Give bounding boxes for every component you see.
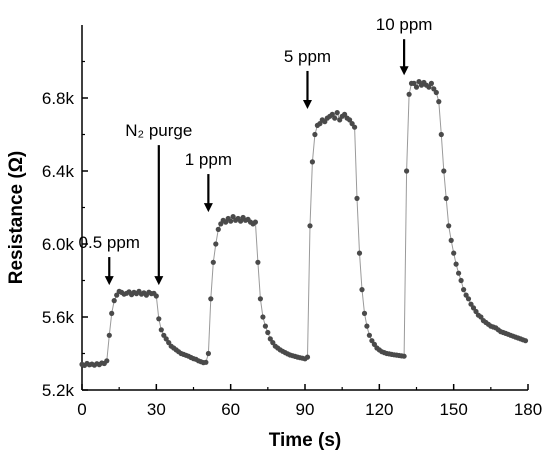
data-point: [252, 219, 258, 225]
data-point: [441, 168, 447, 174]
data-point: [104, 358, 110, 364]
data-point: [228, 218, 234, 224]
y-tick-label: 6.0k: [42, 235, 75, 254]
data-point: [438, 131, 444, 138]
annotation-label: 0.5 ppm: [79, 233, 140, 252]
x-tick-label: 90: [296, 400, 315, 419]
data-point: [369, 338, 375, 344]
x-axis-title: Time (s): [269, 430, 342, 451]
data-point: [404, 168, 410, 174]
data-point: [106, 332, 112, 338]
x-tick-label: 0: [77, 400, 86, 419]
data-point: [361, 310, 368, 316]
annotation-label: N₂ purge: [125, 121, 192, 140]
data-point: [158, 327, 164, 333]
data-point: [329, 111, 335, 117]
data-point: [262, 323, 268, 329]
data-point: [342, 111, 348, 117]
data-point: [411, 80, 417, 86]
data-point: [522, 338, 529, 344]
data-point: [332, 115, 338, 121]
data-point: [111, 298, 117, 304]
data-point: [260, 314, 266, 320]
data-point: [312, 131, 318, 138]
data-point: [347, 117, 353, 123]
x-tick-label: 60: [221, 400, 240, 419]
data-point: [456, 270, 462, 276]
x-tick-label: 180: [514, 400, 542, 419]
y-tick-label: 5.6k: [42, 308, 75, 327]
data-point: [453, 261, 459, 267]
data-point: [230, 214, 236, 220]
data-point: [255, 259, 261, 265]
data-point: [366, 332, 372, 338]
data-point: [446, 223, 452, 229]
y-tick-label: 6.8k: [42, 89, 75, 108]
data-point: [473, 308, 479, 315]
data-point: [317, 121, 323, 127]
x-tick-label: 30: [147, 400, 166, 419]
data-series: [79, 79, 529, 368]
data-point: [352, 124, 358, 130]
annotation-arrow-head: [154, 276, 164, 286]
annotation-label: 5 ppm: [284, 47, 331, 66]
data-point: [304, 354, 311, 360]
x-tick-label: 120: [365, 400, 393, 419]
data-point: [109, 310, 115, 316]
data-point: [433, 89, 439, 96]
data-point: [461, 287, 467, 293]
annotations: 0.5 ppm 1 ppm 5 ppm 10 ppm N₂ purge: [79, 15, 433, 286]
data-point: [265, 329, 271, 336]
data-point: [406, 91, 412, 97]
data-point: [401, 353, 407, 359]
data-point: [451, 250, 457, 256]
annotation-arrow-head: [203, 203, 213, 213]
annotation-label: 10 ppm: [376, 15, 433, 34]
data-point: [428, 80, 434, 86]
data-point: [153, 293, 159, 299]
x-tick-label: 150: [439, 400, 467, 419]
data-point: [364, 323, 370, 329]
y-axis-title: Resistance (Ω): [6, 151, 27, 285]
axes: 0 30 60 90 120 150 180 5.2k 5.6k 6.0k 6.4k 6.8k: [42, 25, 542, 419]
data-point: [210, 259, 216, 265]
annotation-arrow-head: [399, 66, 409, 76]
data-point: [354, 195, 360, 201]
data-point: [309, 159, 315, 165]
data-point: [443, 195, 449, 201]
y-tick-label: 5.2k: [42, 381, 75, 400]
data-point: [257, 296, 263, 302]
data-point: [205, 350, 211, 357]
data-point: [356, 250, 363, 256]
data-point: [208, 296, 214, 302]
data-point: [163, 336, 169, 342]
data-point: [114, 292, 120, 298]
data-point: [215, 226, 221, 232]
data-point: [426, 84, 432, 90]
annotation-label: 1 ppm: [185, 150, 232, 169]
data-point: [359, 287, 365, 293]
annotation-arrow-head: [302, 99, 312, 109]
data-point: [307, 223, 313, 229]
data-point: [465, 296, 472, 302]
y-tick-label: 6.4k: [42, 162, 75, 181]
data-point: [448, 237, 454, 243]
data-point: [213, 241, 219, 247]
data-point: [156, 316, 162, 322]
data-point: [203, 359, 209, 365]
annotation-arrow-head: [104, 276, 114, 286]
data-point: [238, 218, 244, 224]
data-point: [413, 84, 420, 90]
data-point: [436, 99, 442, 105]
data-point: [334, 110, 340, 116]
data-point: [463, 292, 469, 298]
data-point: [458, 277, 464, 284]
data-point: [267, 336, 273, 342]
data-point: [468, 301, 474, 307]
